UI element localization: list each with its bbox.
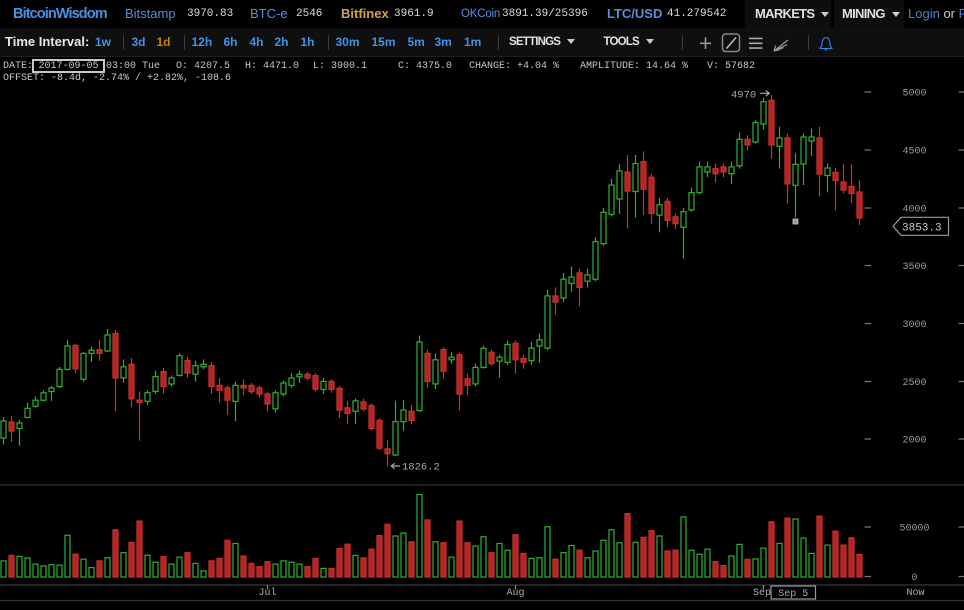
svg-text:Sep 5: Sep 5 [778, 589, 808, 600]
svg-text:Jul: Jul [258, 587, 276, 599]
svg-text:2000: 2000 [902, 436, 926, 447]
svg-text:3000: 3000 [902, 320, 926, 331]
svg-text:5000: 5000 [902, 89, 926, 100]
svg-text:Aug: Aug [506, 588, 524, 599]
svg-text:4000: 4000 [902, 205, 926, 216]
svg-text:3853.3: 3853.3 [902, 222, 942, 234]
svg-text:50000: 50000 [899, 524, 929, 535]
svg-text:4500: 4500 [902, 147, 926, 158]
svg-text:3500: 3500 [902, 262, 926, 273]
svg-text:Sep: Sep [753, 588, 771, 599]
svg-text:2500: 2500 [902, 378, 926, 389]
svg-text:Now: Now [906, 588, 924, 599]
svg-text:0: 0 [911, 573, 917, 584]
svg-text:4970: 4970 [731, 90, 756, 102]
svg-text:1826.2: 1826.2 [402, 461, 440, 473]
